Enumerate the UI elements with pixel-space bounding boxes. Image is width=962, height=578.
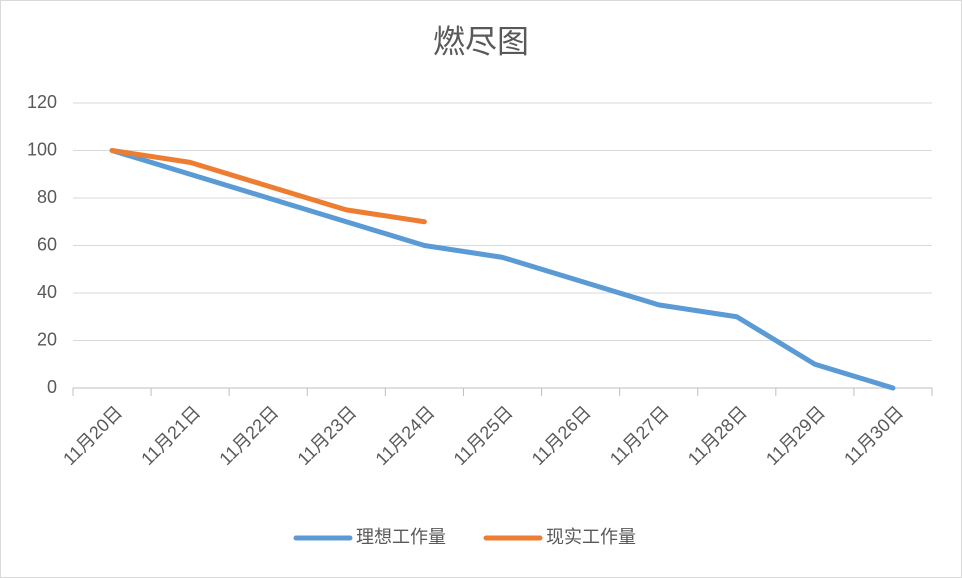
chart-title: 燃尽图 xyxy=(433,23,529,59)
legend-label: 理想工作量 xyxy=(356,527,446,547)
series-line xyxy=(109,148,896,391)
y-tick-label: 20 xyxy=(37,329,57,349)
legend-label: 现实工作量 xyxy=(546,527,636,547)
y-tick-label: 120 xyxy=(27,92,57,112)
y-tick-label: 100 xyxy=(27,139,57,159)
y-tick-label: 40 xyxy=(37,282,57,302)
y-tick-label: 0 xyxy=(47,377,57,397)
y-tick-label: 60 xyxy=(37,234,57,254)
y-tick-label: 80 xyxy=(37,187,57,207)
series-line xyxy=(109,148,427,225)
